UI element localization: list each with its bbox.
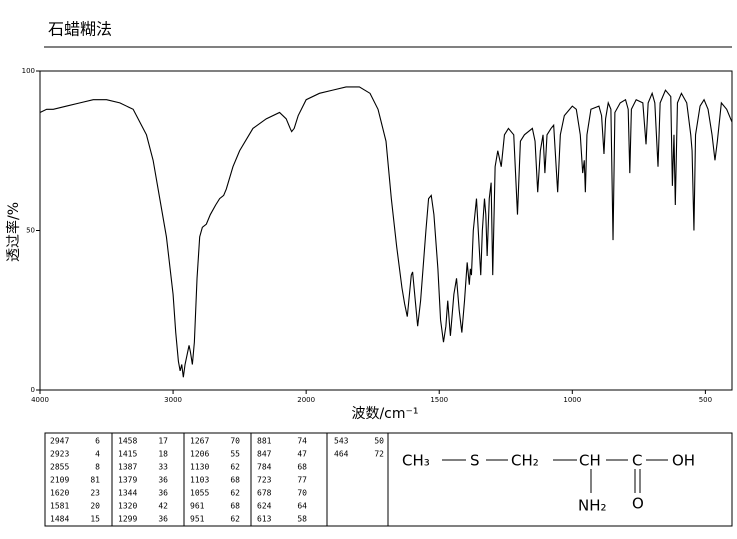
peak-transmittance: 18	[158, 450, 168, 459]
x-tick-label: 4000	[31, 396, 49, 404]
peak-wavenumber: 678	[257, 489, 272, 498]
peak-wavenumber: 543	[334, 437, 349, 446]
peak-wavenumber: 847	[257, 450, 272, 459]
atom: C	[632, 452, 642, 470]
peak-transmittance: 36	[158, 489, 168, 498]
peak-wavenumber: 1206	[190, 450, 209, 459]
peak-wavenumber: 1344	[118, 489, 137, 498]
peak-wavenumber: 723	[257, 476, 272, 485]
peak-wavenumber: 2109	[50, 476, 69, 485]
peak-wavenumber: 1581	[50, 502, 69, 511]
title: 石蜡糊法	[48, 20, 112, 39]
atom: NH₂	[578, 497, 607, 515]
peak-transmittance: 62	[230, 515, 240, 524]
peak-wavenumber: 881	[257, 437, 272, 446]
x-tick-label: 1000	[563, 396, 581, 404]
peak-transmittance: 8	[95, 463, 100, 472]
peak-transmittance: 36	[158, 476, 168, 485]
x-tick-label: 500	[699, 396, 712, 404]
peak-wavenumber: 1458	[118, 437, 137, 446]
peak-transmittance: 70	[297, 489, 307, 498]
atom: S	[470, 452, 480, 470]
peak-transmittance: 20	[90, 502, 100, 511]
peak-wavenumber: 2855	[50, 463, 69, 472]
spectrum-line	[39, 86, 733, 378]
peak-transmittance: 70	[230, 437, 240, 446]
peak-wavenumber: 951	[190, 515, 205, 524]
x-tick-label: 1500	[430, 396, 448, 404]
peak-transmittance: 23	[90, 489, 100, 498]
peak-wavenumber: 2923	[50, 450, 69, 459]
peak-wavenumber: 1130	[190, 463, 209, 472]
x-axis-label: 波数/cm⁻¹	[351, 406, 418, 422]
peak-transmittance: 50	[374, 437, 384, 446]
peak-wavenumber: 613	[257, 515, 272, 524]
peak-transmittance: 58	[297, 515, 307, 524]
peak-transmittance: 42	[158, 502, 168, 511]
peak-transmittance: 62	[230, 463, 240, 472]
peak-transmittance: 81	[90, 476, 100, 485]
atom: CH₃	[402, 452, 430, 470]
peak-transmittance: 68	[230, 476, 240, 485]
peak-wavenumber: 624	[257, 502, 272, 511]
structure: CH₃ S CH₂ CH C OH NH₂ O	[402, 452, 695, 515]
peak-transmittance: 72	[374, 450, 384, 459]
atom: O	[632, 495, 644, 513]
atom: OH	[672, 452, 695, 470]
peak-wavenumber: 464	[334, 450, 349, 459]
peak-wavenumber: 1387	[118, 463, 137, 472]
y-tick-label: 50	[26, 227, 35, 235]
peak-transmittance: 15	[90, 515, 100, 524]
peak-wavenumber: 1484	[50, 515, 69, 524]
y-tick-label: 0	[31, 386, 35, 394]
peak-transmittance: 55	[230, 450, 240, 459]
y-tick-label: 100	[22, 67, 35, 75]
peak-transmittance: 68	[230, 502, 240, 511]
peak-wavenumber: 1299	[118, 515, 137, 524]
peak-wavenumber: 1415	[118, 450, 137, 459]
peak-wavenumber: 961	[190, 502, 205, 511]
peak-wavenumber: 1267	[190, 437, 209, 446]
peak-wavenumber: 1055	[190, 489, 209, 498]
peak-transmittance: 33	[158, 463, 168, 472]
peak-transmittance: 62	[230, 489, 240, 498]
peak-transmittance: 6	[95, 437, 100, 446]
y-axis-label: 透过率/%	[5, 202, 22, 262]
x-tick-label: 3000	[164, 396, 182, 404]
atom: CH₂	[511, 452, 539, 470]
peak-wavenumber: 784	[257, 463, 272, 472]
peak-wavenumber: 1620	[50, 489, 69, 498]
peak-transmittance: 4	[95, 450, 100, 459]
peak-transmittance: 77	[297, 476, 307, 485]
peak-transmittance: 47	[297, 450, 307, 459]
atom: CH	[579, 452, 601, 470]
peak-wavenumber: 1320	[118, 502, 137, 511]
peak-wavenumber: 1103	[190, 476, 209, 485]
peak-wavenumber: 2947	[50, 437, 69, 446]
x-tick-label: 2000	[297, 396, 315, 404]
peak-transmittance: 64	[297, 502, 307, 511]
peak-transmittance: 68	[297, 463, 307, 472]
peak-transmittance: 74	[297, 437, 307, 446]
peak-transmittance: 36	[158, 515, 168, 524]
peak-wavenumber: 1379	[118, 476, 137, 485]
peak-transmittance: 17	[158, 437, 168, 446]
